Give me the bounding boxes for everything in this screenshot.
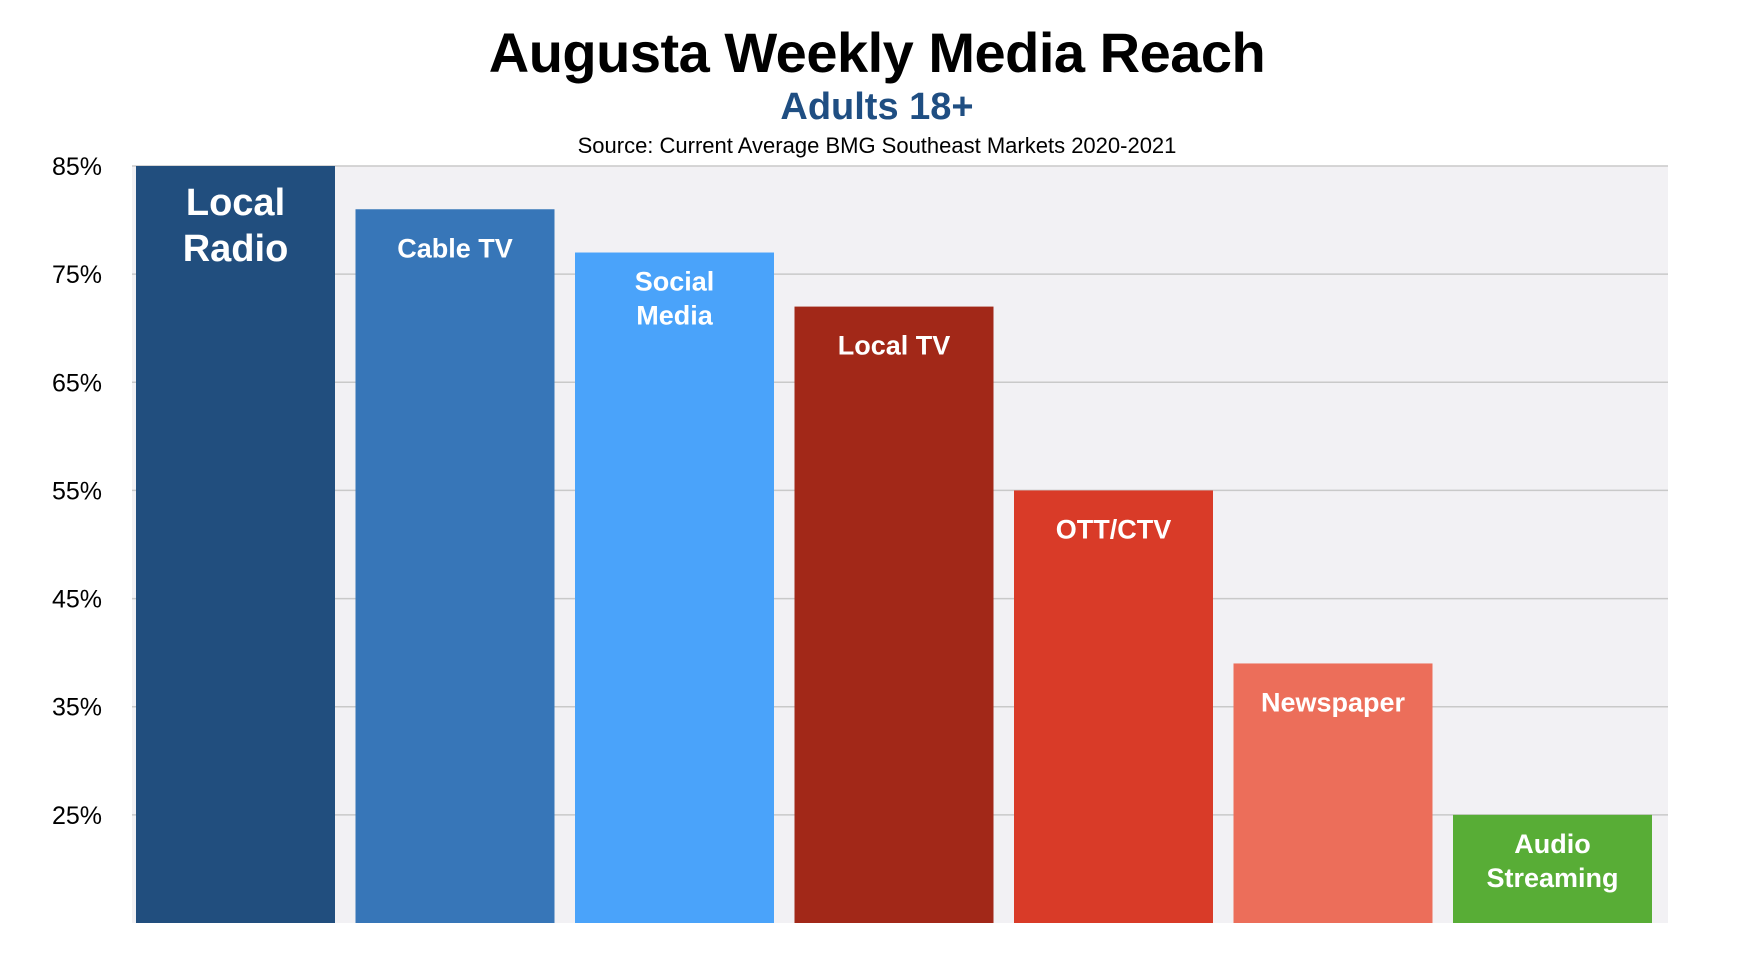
bar-label-social-media: Social Media <box>635 267 715 331</box>
bar-label-local-tv: Local TV <box>838 331 951 361</box>
bar-local-radio <box>136 166 335 923</box>
y-tick-label-55: 55% <box>52 477 102 505</box>
y-tick-label-25: 25% <box>52 802 102 830</box>
bar-label-cable-tv: Cable TV <box>397 233 513 263</box>
y-tick-label-65: 65% <box>52 369 102 397</box>
bar-label-audio-streaming: Audio Streaming <box>1486 829 1618 893</box>
bar-social-media <box>575 252 774 923</box>
y-tick-label-75: 75% <box>52 261 102 289</box>
bars <box>136 166 1652 924</box>
bar-label-local-radio: Local Radio <box>183 182 289 270</box>
y-axis-tick-labels: 25% 35% 45% 55% 65% 75% 85% <box>52 153 102 830</box>
y-tick-label-85: 85% <box>52 153 102 181</box>
chart-subtitle: Adults 18+ <box>780 86 974 128</box>
bar-local-tv <box>794 306 994 924</box>
bar-newspaper <box>1233 663 1433 923</box>
bar-audio-streaming <box>1453 814 1652 923</box>
y-tick-label-45: 45% <box>52 586 102 614</box>
bar-ott-ctv <box>1014 490 1213 923</box>
y-tick-label-35: 35% <box>52 694 102 722</box>
bar-labels: Local Radio Cable TV Social Media Local TV OTT… <box>183 182 1619 893</box>
chart-title: Augusta Weekly Media Reach <box>488 21 1266 84</box>
bar-cable-tv <box>355 209 555 923</box>
chart-source: Source: Current Average BMG Southeast Ma… <box>577 133 1177 158</box>
bar-label-newspaper: Newspaper <box>1261 687 1406 717</box>
bar-label-ott-ctv: OTT/CTV <box>1056 514 1172 544</box>
